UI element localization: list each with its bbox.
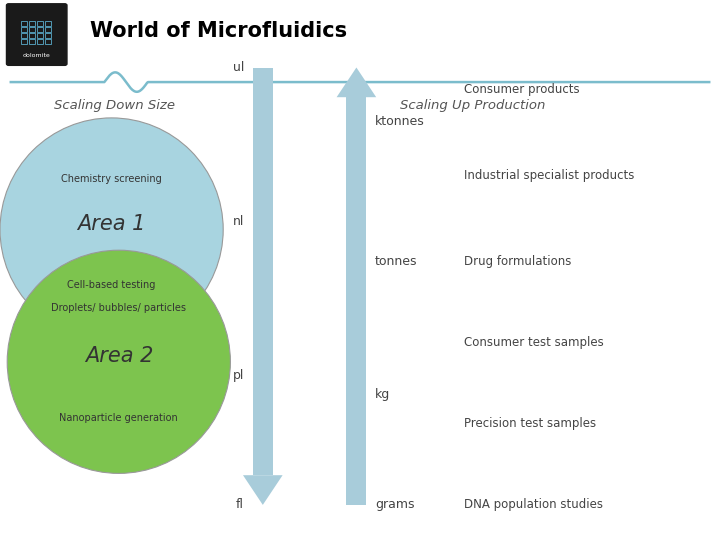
Text: Consumer test samples: Consumer test samples <box>464 336 604 349</box>
Bar <box>45 21 51 26</box>
Bar <box>29 33 35 38</box>
Bar <box>29 27 35 32</box>
Bar <box>45 39 51 44</box>
FancyBboxPatch shape <box>6 4 67 65</box>
Bar <box>37 33 43 38</box>
Text: Cell-based testing: Cell-based testing <box>68 280 156 291</box>
Text: nl: nl <box>233 215 244 228</box>
Text: grams: grams <box>375 498 415 511</box>
Bar <box>21 21 27 26</box>
Text: Consumer products: Consumer products <box>464 83 580 96</box>
Bar <box>37 21 43 26</box>
Text: Chemistry screening: Chemistry screening <box>61 174 162 184</box>
Text: dolomite: dolomite <box>23 53 50 58</box>
Text: ktonnes: ktonnes <box>375 115 425 128</box>
Bar <box>21 27 27 32</box>
Text: ul: ul <box>233 61 244 74</box>
Bar <box>346 97 366 505</box>
Ellipse shape <box>7 250 230 474</box>
Bar <box>37 27 43 32</box>
Text: Scaling Down Size: Scaling Down Size <box>54 99 175 112</box>
Bar <box>253 68 273 475</box>
Ellipse shape <box>0 118 223 341</box>
Text: Industrial specialist products: Industrial specialist products <box>464 169 635 182</box>
Text: pl: pl <box>233 369 244 382</box>
Text: fl: fl <box>236 498 244 511</box>
Text: DNA population studies: DNA population studies <box>464 498 603 511</box>
Text: Area 2: Area 2 <box>85 346 153 366</box>
Bar <box>21 33 27 38</box>
Bar <box>45 27 51 32</box>
Bar <box>29 21 35 26</box>
Polygon shape <box>336 68 376 97</box>
Bar <box>45 33 51 38</box>
Text: Drug formulations: Drug formulations <box>464 255 572 268</box>
Text: World of Microfluidics: World of Microfluidics <box>90 21 347 42</box>
Text: tonnes: tonnes <box>375 255 418 268</box>
Text: Area 1: Area 1 <box>78 214 145 234</box>
Bar <box>37 39 43 44</box>
Text: kg: kg <box>375 388 390 401</box>
Bar <box>29 39 35 44</box>
Text: Scaling Up Production: Scaling Up Production <box>400 99 545 112</box>
Text: Precision test samples: Precision test samples <box>464 417 597 430</box>
Bar <box>21 39 27 44</box>
Polygon shape <box>243 475 283 505</box>
Text: Droplets/ bubbles/ particles: Droplets/ bubbles/ particles <box>51 303 186 313</box>
Text: Nanoparticle generation: Nanoparticle generation <box>60 413 178 423</box>
